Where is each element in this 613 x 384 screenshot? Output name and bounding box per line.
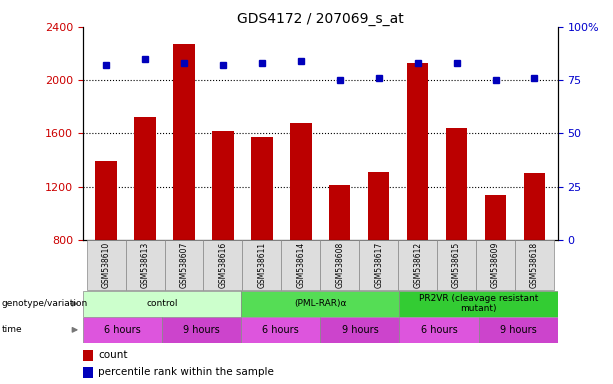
Bar — [83, 291, 241, 317]
Title: GDS4172 / 207069_s_at: GDS4172 / 207069_s_at — [237, 12, 404, 26]
Bar — [134, 118, 156, 240]
Text: 6 hours: 6 hours — [421, 325, 457, 335]
Text: GSM538616: GSM538616 — [218, 242, 227, 288]
Bar — [479, 317, 558, 343]
Bar — [485, 195, 506, 240]
Bar — [96, 161, 117, 240]
Text: GSM538612: GSM538612 — [413, 242, 422, 288]
Bar — [321, 240, 359, 290]
Bar — [86, 240, 126, 290]
Text: 6 hours: 6 hours — [104, 325, 141, 335]
Text: GSM538614: GSM538614 — [296, 242, 305, 288]
Bar — [241, 291, 400, 317]
Text: percentile rank within the sample: percentile rank within the sample — [99, 367, 274, 377]
Bar — [126, 240, 164, 290]
Bar — [164, 240, 204, 290]
Bar — [329, 185, 351, 240]
Bar — [251, 137, 273, 240]
Text: GSM538613: GSM538613 — [140, 242, 150, 288]
Bar — [173, 44, 195, 240]
Bar — [241, 317, 321, 343]
Bar — [242, 240, 281, 290]
Bar — [400, 291, 558, 317]
Bar — [83, 350, 93, 361]
Text: 9 hours: 9 hours — [500, 325, 536, 335]
Text: GSM538615: GSM538615 — [452, 242, 461, 288]
Bar — [368, 172, 389, 240]
Text: genotype/variation: genotype/variation — [1, 299, 88, 308]
Text: GSM538608: GSM538608 — [335, 242, 345, 288]
Bar — [476, 240, 515, 290]
Bar — [524, 174, 545, 240]
Text: GSM538617: GSM538617 — [374, 242, 383, 288]
Bar — [281, 240, 321, 290]
Bar — [359, 240, 398, 290]
Bar — [321, 317, 400, 343]
Text: count: count — [99, 351, 128, 361]
Text: time: time — [1, 325, 22, 334]
Bar — [437, 240, 476, 290]
Bar — [398, 240, 437, 290]
Bar — [204, 240, 242, 290]
Text: GSM538618: GSM538618 — [530, 242, 539, 288]
Bar — [83, 367, 93, 378]
Text: 9 hours: 9 hours — [341, 325, 378, 335]
Text: control: control — [146, 299, 178, 308]
Text: GSM538610: GSM538610 — [102, 242, 110, 288]
Text: GSM538611: GSM538611 — [257, 242, 267, 288]
Bar — [515, 240, 554, 290]
Text: GSM538607: GSM538607 — [180, 242, 189, 288]
Text: PR2VR (cleavage resistant
mutant): PR2VR (cleavage resistant mutant) — [419, 294, 538, 313]
Bar — [407, 63, 428, 240]
Text: 9 hours: 9 hours — [183, 325, 220, 335]
Bar — [400, 317, 479, 343]
Bar — [83, 317, 162, 343]
Text: GSM538609: GSM538609 — [491, 242, 500, 288]
Text: (PML-RAR)α: (PML-RAR)α — [294, 299, 346, 308]
Bar — [446, 128, 467, 240]
Bar — [212, 131, 234, 240]
Bar — [162, 317, 241, 343]
Bar — [290, 123, 311, 240]
Text: 6 hours: 6 hours — [262, 325, 299, 335]
